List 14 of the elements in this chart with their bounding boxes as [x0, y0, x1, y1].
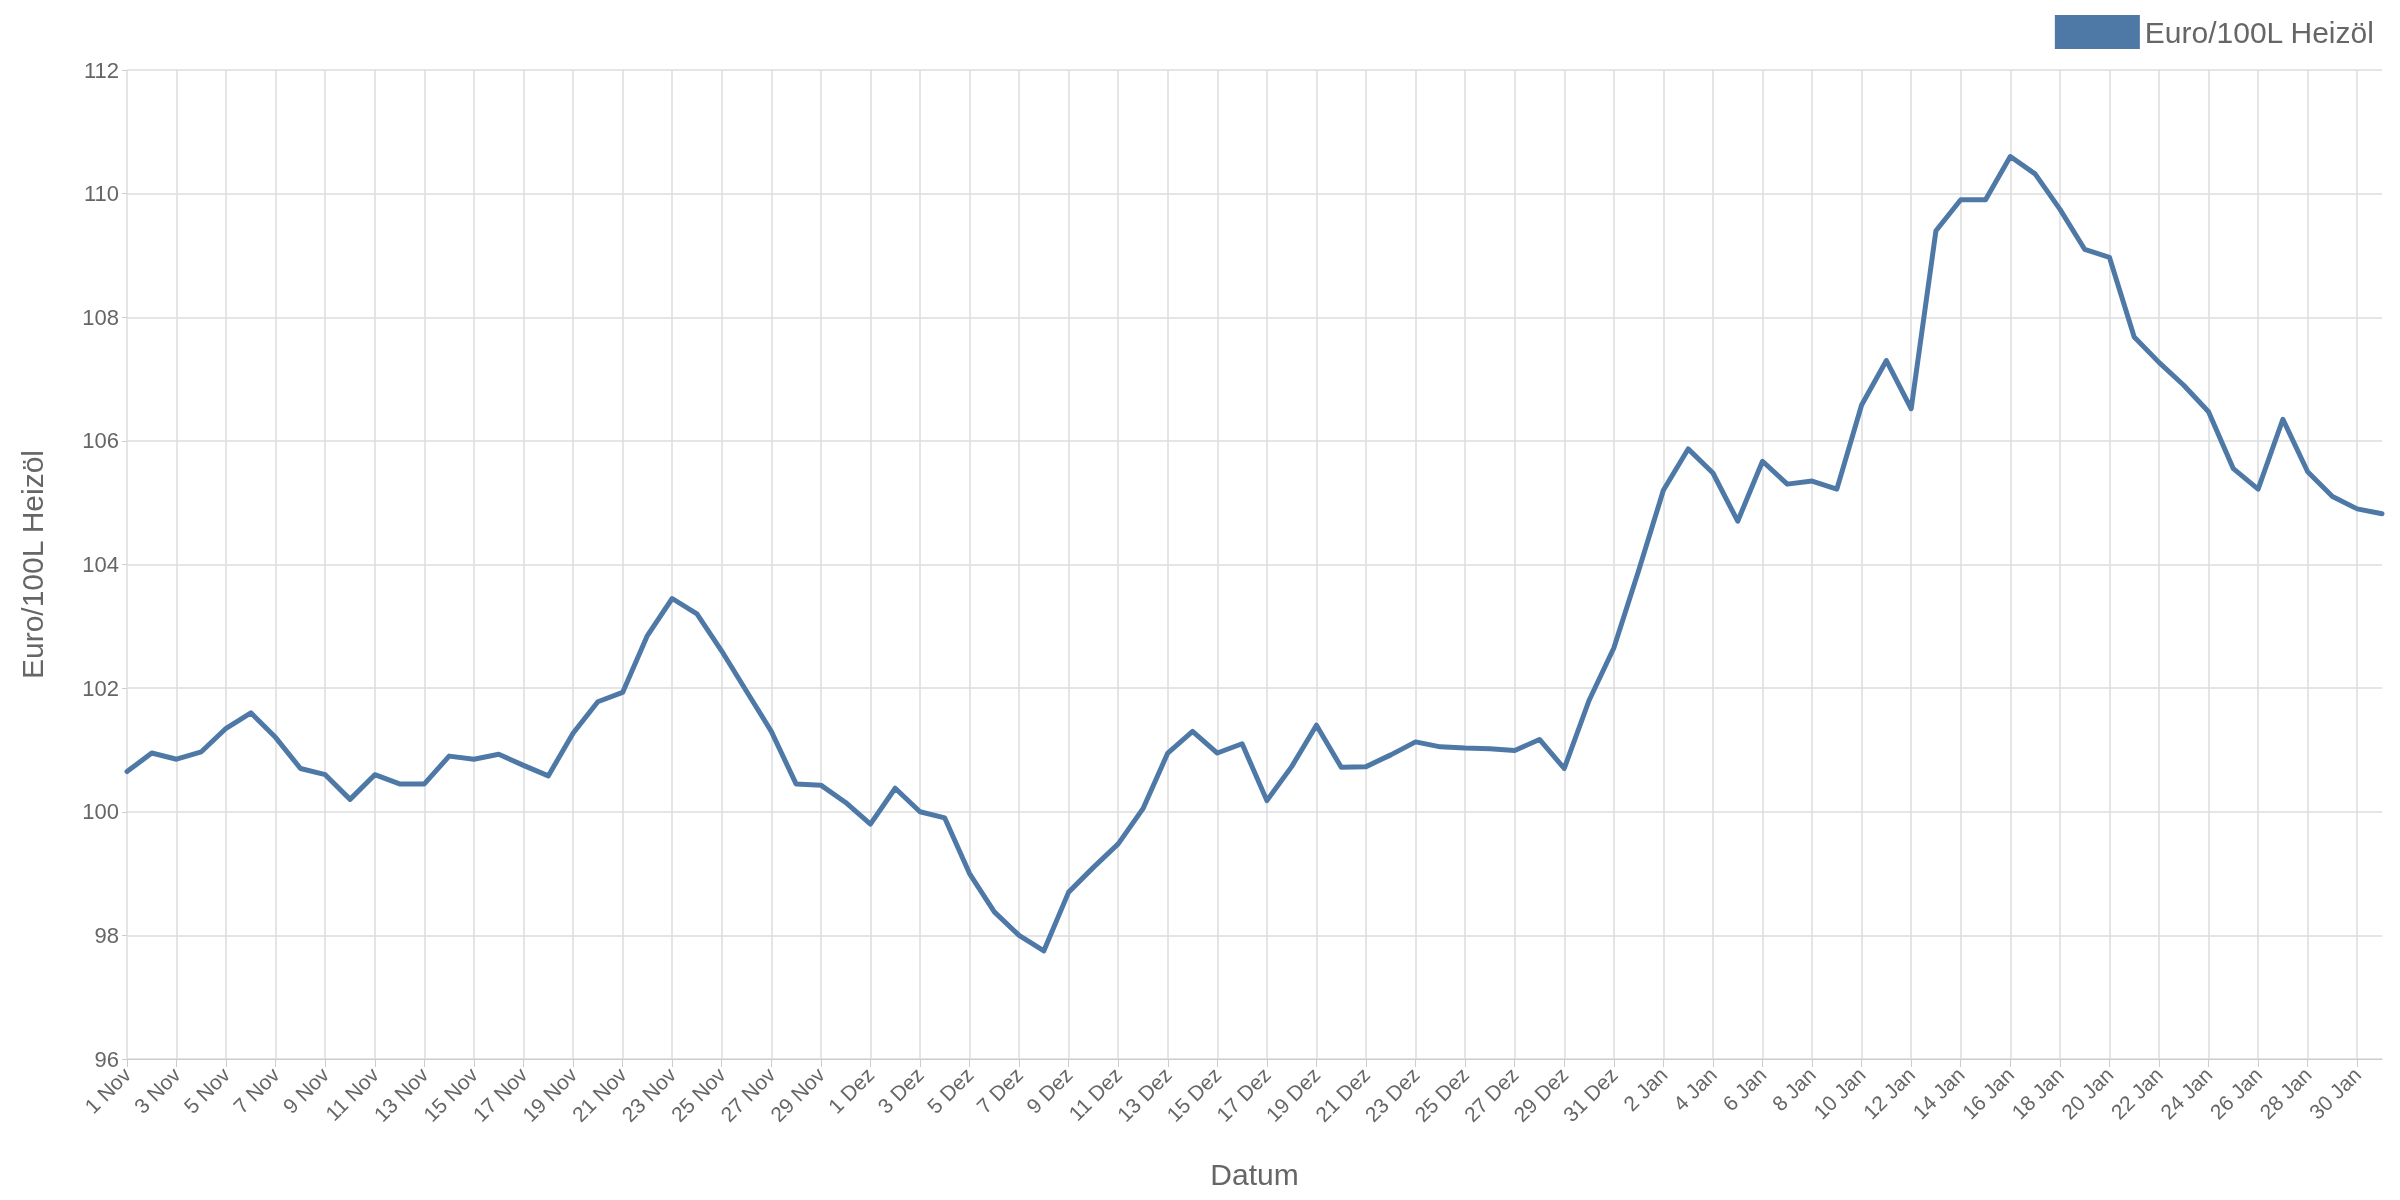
y-tick-label: 106	[82, 428, 119, 454]
y-tick-label: 110	[83, 181, 119, 207]
x-tick-label: 7 Nov	[228, 1062, 285, 1118]
y-tick-label: 100	[82, 799, 119, 825]
y-tick-label: 108	[82, 304, 119, 330]
x-tick-label: 1 Dez	[823, 1062, 879, 1118]
legend-label: Euro/100L Heizöl	[2144, 15, 2374, 49]
y-axis-title: Euro/100L Heizöl	[15, 449, 49, 680]
y-tick-label: 104	[82, 552, 119, 577]
y-tick-label: 98	[94, 922, 119, 948]
y-tick-label: 102	[82, 675, 119, 701]
y-tick-label: 112	[83, 57, 119, 83]
x-axis-title: Datum	[1210, 1157, 1299, 1191]
y-tick-label: 96	[94, 1046, 119, 1072]
